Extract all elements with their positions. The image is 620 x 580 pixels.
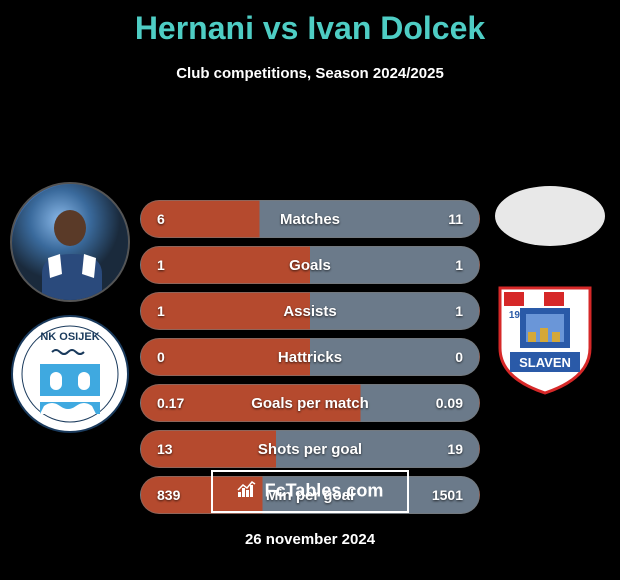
stat-left-value: 1 (157, 257, 165, 273)
page-title: Hernani vs Ivan Dolcek (0, 0, 620, 47)
stat-left-value: 0.17 (157, 395, 184, 411)
stat-right-value: 1 (455, 257, 463, 273)
footer: FcTables.com 26 november 2024 (0, 470, 620, 548)
stat-row: 1Goals1 (140, 246, 480, 284)
stat-label: Shots per goal (141, 441, 479, 458)
club-logo-right: 1907 SLAVEN (490, 278, 610, 398)
stat-right-value: 0.09 (436, 395, 463, 411)
svg-text:NK OSIJEK: NK OSIJEK (40, 331, 99, 343)
brand-box: FcTables.com (211, 470, 410, 513)
stat-label: Matches (141, 211, 479, 228)
stat-row: 1Assists1 (140, 292, 480, 330)
stat-left-value: 839 (157, 487, 180, 503)
date-label: 26 november 2024 (0, 531, 620, 548)
stat-label: Assists (141, 303, 479, 320)
stat-row: 13Shots per goal19 (140, 430, 480, 468)
stat-left-value: 13 (157, 441, 173, 457)
stat-label: Goals (141, 257, 479, 274)
stat-right-value: 1501 (432, 487, 463, 503)
right-column: 1907 SLAVEN (488, 182, 612, 398)
stat-left-value: 1 (157, 303, 165, 319)
stat-right-value: 19 (447, 441, 463, 457)
player-photo-left (10, 182, 130, 302)
stat-label: Hattricks (141, 349, 479, 366)
left-column: NK OSIJEK (8, 182, 132, 434)
player-silhouette-icon (12, 184, 130, 302)
stat-label: Goals per match (141, 395, 479, 412)
stat-right-value: 1 (455, 303, 463, 319)
page-subtitle: Club competitions, Season 2024/2025 (0, 65, 620, 82)
stat-left-value: 6 (157, 211, 165, 227)
stat-row: 0.17Goals per match0.09 (140, 384, 480, 422)
brand-label: FcTables.com (265, 480, 384, 500)
svg-text:SLAVEN: SLAVEN (519, 355, 571, 370)
player-photo-right (495, 186, 605, 246)
slaven-logo-icon: 1907 SLAVEN (490, 278, 600, 398)
brand-chart-icon (237, 480, 259, 503)
stat-row: 0Hattricks0 (140, 338, 480, 376)
stat-right-value: 0 (455, 349, 463, 365)
osijek-logo-icon: NK OSIJEK (10, 314, 130, 434)
stat-row: 6Matches11 (140, 200, 480, 238)
stat-right-value: 11 (448, 211, 463, 227)
club-logo-left: NK OSIJEK (10, 314, 130, 434)
stat-left-value: 0 (157, 349, 165, 365)
